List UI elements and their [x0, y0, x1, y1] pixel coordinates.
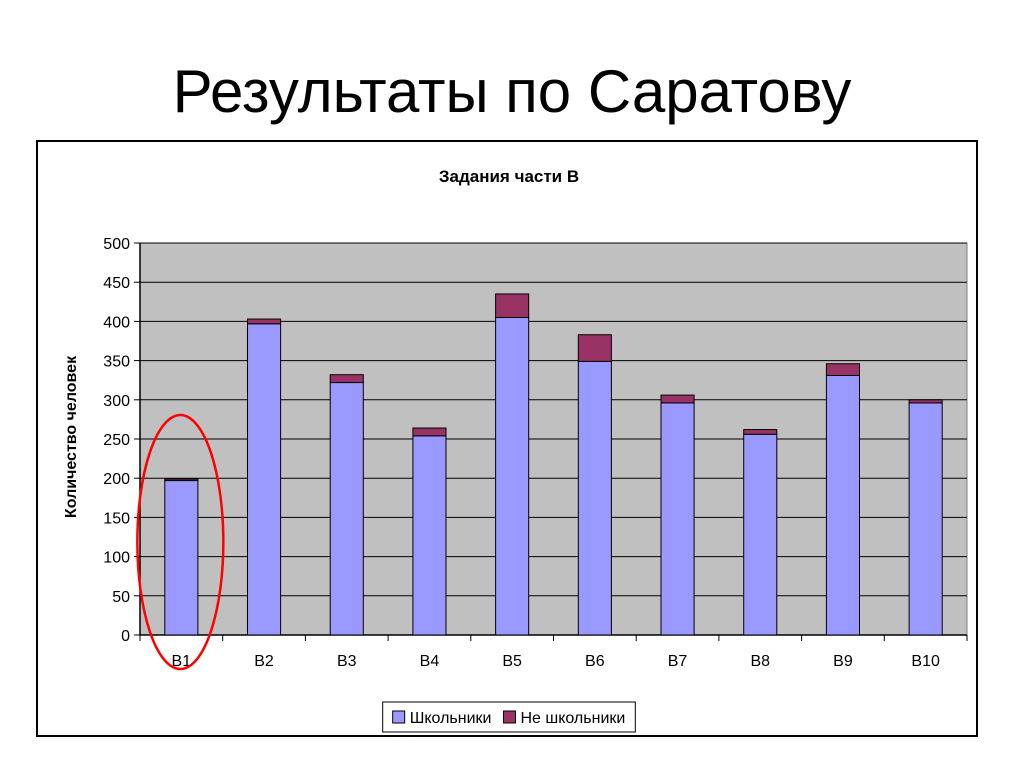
y-tick-label: 350: [103, 354, 130, 371]
y-tick-label: 0: [121, 628, 130, 645]
y-axis-label: Количество человек: [63, 355, 80, 518]
bar-B9-series-2: [825, 363, 860, 376]
x-tick-label: B5: [502, 653, 522, 670]
bar-B6-series-2: [577, 334, 612, 362]
x-tick-label: B8: [750, 653, 770, 670]
bar-B1-series-2: [164, 478, 199, 482]
x-tick-label: B4: [420, 653, 440, 670]
bar-B4-series-1: [412, 435, 447, 636]
y-tick-label: 150: [103, 510, 130, 527]
slide-title: Результаты по Саратову: [172, 58, 852, 125]
x-tick-label: B3: [337, 653, 357, 670]
y-tick-label: 400: [103, 314, 130, 331]
bar-B6-series-1: [577, 360, 612, 636]
legend: Школьники Не школьники: [382, 701, 636, 733]
x-tick-label: B7: [668, 653, 688, 670]
bar-B1-series-1: [164, 480, 199, 636]
bar-B3-series-1: [329, 382, 364, 636]
stacked-bar-chart: Задания части B Количество человек 0 50 10…: [63, 167, 968, 733]
y-tick-label: 500: [103, 236, 130, 253]
y-tick-label: 100: [103, 550, 130, 567]
x-tick-label: B10: [911, 653, 940, 670]
x-tick-label: B2: [254, 653, 274, 670]
y-tick-label: 50: [112, 589, 130, 606]
plot-area: 0 50 100 150 200 250 300 350 400 450 500 B1 B2 B3 B4 B5…: [103, 236, 968, 671]
legend-label-1: Школьники: [410, 710, 492, 727]
bar-B7-series-1: [660, 402, 695, 636]
bar-B10-series-2: [908, 399, 943, 404]
y-tick-label: 250: [103, 432, 130, 449]
x-tick-label: B9: [833, 653, 853, 670]
chart-title: Задания части B: [439, 167, 579, 186]
bar-B2-series-2: [247, 318, 282, 325]
bar-B2-series-1: [247, 323, 282, 636]
chart-frame: Задания части B Количество человек 0 50 10…: [36, 140, 978, 737]
y-tick-label: 300: [103, 393, 130, 410]
highlight-ellipse: [136, 413, 225, 671]
legend-swatch-2: [502, 710, 516, 724]
bar-B3-series-2: [329, 374, 364, 384]
bar-B7-series-2: [660, 394, 695, 404]
y-tick-label: 450: [103, 275, 130, 292]
bar-B4-series-2: [412, 427, 447, 437]
bar-B10-series-1: [908, 402, 943, 636]
bar-B5-series-2: [495, 293, 530, 318]
y-tick-label: 200: [103, 471, 130, 488]
bar-B8-series-2: [743, 429, 778, 435]
legend-label-2: Не школьники: [520, 710, 625, 727]
bar-B9-series-1: [825, 374, 860, 636]
bar-B8-series-1: [743, 433, 778, 636]
x-tick-label: B1: [172, 653, 192, 670]
bar-B5-series-1: [495, 316, 530, 636]
legend-swatch-1: [392, 710, 406, 724]
x-tick-label: B6: [585, 653, 605, 670]
